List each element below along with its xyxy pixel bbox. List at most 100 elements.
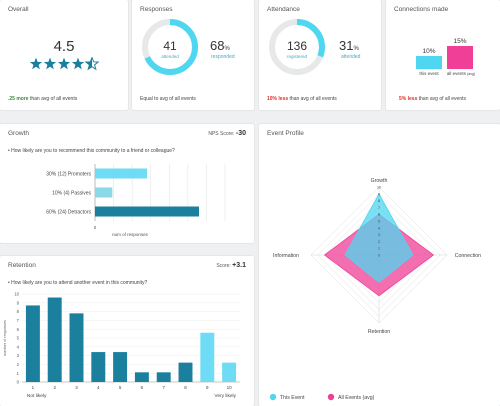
responses-arc [142,19,198,75]
connections-this-bar [416,56,442,69]
retention-x-tick: 1 [32,385,35,390]
growth-nps-label: NPS Score: [208,131,235,137]
growth-x-tick: 0 [94,225,97,230]
attendance-arc [269,19,325,75]
radar-axis-label: Connection [455,253,481,259]
growth-nps: NPS Score: -30 [208,130,246,137]
retention-left-label: Not likely [27,393,47,399]
connections-card: Connections made 10% 15% this event all … [386,0,500,110]
retention-y-tick: 0 [17,380,20,385]
retention-bar [47,297,62,382]
responses-footer: Equal to avg of all events [140,96,196,102]
connections-all-label-wrap: all events (avg) [444,71,478,76]
profile-card: Event Profile 0 1 2 3 4 5 6 7 8 9 10 Growth Connecti… [259,124,500,406]
responses-attended-label: attended [161,54,179,59]
legend-label: All Events (avg) [338,395,375,401]
retention-x-tick: 7 [162,385,165,390]
retention-score-label: Score: [216,263,231,269]
star-icon [57,57,71,70]
connections-all-value: 15% [453,38,467,45]
growth-category-label: 60% (24) Detractors [46,209,91,215]
radar-tick-label: 4 [378,226,380,230]
attendance-attended-unit: % [353,46,359,52]
growth-title: Growth [8,130,29,137]
radar-tick-label: 3 [378,233,380,237]
connections-this-label: this event [419,71,439,76]
star-icon [43,57,57,70]
growth-x-label: num of responses [112,232,149,237]
retention-y-tick: 10 [14,292,19,297]
connections-title: Connections made [394,6,449,13]
retention-x-tick: 10 [227,385,233,390]
connections-all-label-sub: (avg) [467,72,476,76]
retention-y-tick: 2 [17,362,20,367]
legend-swatch-icon [327,393,335,401]
retention-x-tick: 6 [141,385,144,390]
attendance-attended-value: 31 [339,38,354,53]
retention-bar [222,362,237,382]
radar-series-area [344,192,414,283]
connections-footer: 5% less than avg of all events [399,96,466,102]
responses-donut: 41 attended [142,19,198,75]
retention-x-tick: 3 [75,385,78,390]
radar-tick-label: 2 [378,240,380,244]
retention-y-tick: 6 [17,327,20,332]
retention-bar [69,313,84,382]
retention-score-value: +3.1 [232,262,246,269]
radar-tick-label: 6 [378,213,380,217]
growth-bar [95,187,113,198]
overall-delta: .25 more [8,96,29,102]
connections-all-bar [447,46,473,69]
retention-y-tick: 9 [17,300,20,305]
retention-question-bullet: • [8,280,12,286]
attendance-footer: 10% less than avg of all events [267,96,337,102]
retention-bar [25,305,40,382]
overall-score: 4.5 [53,38,75,55]
growth-card: Growth NPS Score: -30 • How likely are y… [0,124,254,243]
legend-label: This Event [280,395,305,401]
responses-responded-value: 68 [210,38,225,53]
radar-chart: 0 1 2 3 4 5 6 7 8 9 10 Growth Connection Retention Inf… [269,178,481,401]
profile-title: Event Profile [267,130,304,137]
star-icon [71,57,85,70]
radar-tick-label: 1 [378,247,380,251]
retention-x-tick: 9 [206,385,209,390]
connections-delta: 5% less [399,96,418,102]
attendance-donut: 136 registered [269,19,325,75]
attendance-delta-suffix: than avg of all events [288,96,337,102]
retention-title: Retention [8,262,36,269]
attendance-delta: 10% less [267,96,289,102]
retention-bar [91,352,106,382]
growth-question-text: How likely are you to recommend this com… [11,148,175,154]
growth-bar [95,206,199,217]
overall-title: Overall [8,6,29,13]
retention-y-tick: 7 [17,318,20,323]
overall-footer: .25 more than avg of all events [8,96,77,102]
connections-this-value: 10% [422,48,436,55]
star-half-icon [85,57,92,70]
legend-swatch-icon [269,393,277,401]
star-icon [29,57,43,70]
retention-chart: 0 1 2 3 4 5 6 7 8 9 10 number of responses 1 2 3 4 5 6 7 8 9… [3,292,240,399]
retention-x-tick: 5 [119,385,122,390]
attendance-registered-value: 136 [287,39,307,53]
retention-score: Score: +3.1 [216,262,246,269]
radar-axis-label: Retention [368,329,390,335]
radar-tick-label: 8 [378,199,380,203]
retention-bar [134,372,149,382]
retention-bar [113,352,128,382]
retention-y-tick: 4 [17,344,20,349]
connections-all-label: all events [446,71,466,76]
overall-delta-suffix: than avg of all events [28,96,78,102]
attendance-attended: 31% [339,38,359,53]
responses-responded-unit: % [224,46,230,52]
responses-card: Responses 41 attended 68% responded Equa… [132,0,254,110]
responses-attended-value: 41 [163,39,177,53]
attendance-card: Attendance 136 registered 31% attended 1… [259,0,381,110]
radar-axis-label: Growth [371,178,388,184]
radar-axis-label: Information [273,253,299,259]
growth-bar [95,168,147,179]
retention-y-tick: 5 [17,336,20,341]
retention-y-tick: 8 [17,309,20,314]
overall-card: Overall 4.5 .25 more than avg of all eve… [0,0,128,110]
